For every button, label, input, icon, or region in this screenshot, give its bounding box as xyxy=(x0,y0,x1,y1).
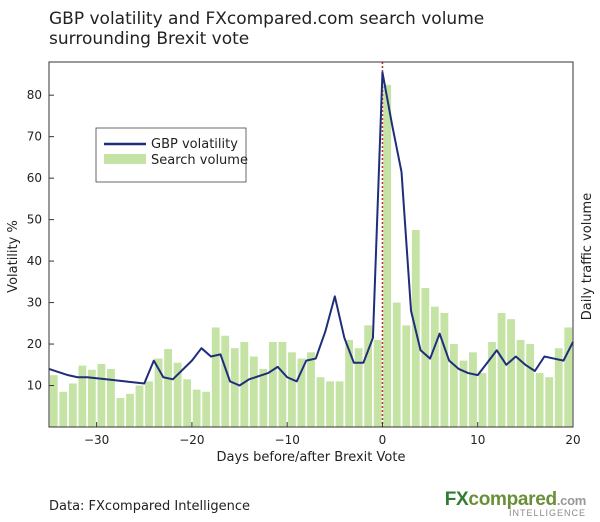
x-tick-label: 20 xyxy=(565,433,580,447)
search-volume-bar xyxy=(107,368,115,427)
y-tick-label: 70 xyxy=(27,130,42,144)
search-volume-bar xyxy=(345,339,354,427)
search-volume-bar xyxy=(59,391,68,427)
x-tick-label: −30 xyxy=(84,433,109,447)
search-volume-bar xyxy=(164,349,172,427)
search-volume-bar xyxy=(545,377,554,427)
search-volume-bar xyxy=(326,381,334,428)
search-volume-bar xyxy=(392,302,401,427)
search-volume-bar xyxy=(126,393,134,427)
search-volume-bar xyxy=(307,352,315,427)
search-volume-bar xyxy=(478,373,487,427)
search-volume-bar xyxy=(211,327,220,427)
search-volume-bar xyxy=(488,341,496,427)
right-axis-label: Daily traffic volume xyxy=(580,193,595,320)
search-volume-bar xyxy=(354,348,363,427)
search-volume-bar xyxy=(402,325,411,427)
search-volume-bar xyxy=(554,348,563,427)
search-volume-bar xyxy=(230,348,239,427)
search-volume-bar xyxy=(535,373,544,427)
plot-frame xyxy=(48,61,574,428)
search-volume-bar xyxy=(49,375,58,427)
search-volume-bar xyxy=(564,327,573,427)
y-axis-label: Volatility % xyxy=(6,220,21,293)
search-volume-bar xyxy=(87,369,96,427)
legend-bar-swatch xyxy=(104,154,146,164)
x-tick-label: 0 xyxy=(379,433,387,447)
search-volume-bar xyxy=(288,352,296,427)
data-source: Data: FXcompared Intelligence xyxy=(49,499,250,514)
y-tick-label: 10 xyxy=(27,379,42,393)
y-axis-ticks: 10 20 30 40 50 60 70 80 xyxy=(27,88,54,393)
search-volume-bar xyxy=(335,381,344,428)
y-tick-label: 60 xyxy=(27,171,42,185)
y-tick-label: 80 xyxy=(27,88,42,102)
search-volume-bar xyxy=(268,341,277,427)
search-volume-bar xyxy=(116,397,125,427)
search-volume-bar xyxy=(297,358,306,427)
search-volume-bar xyxy=(278,341,287,427)
y-tick-label: 30 xyxy=(27,296,42,310)
y-tick-label: 20 xyxy=(27,337,42,351)
y-tick-label: 50 xyxy=(27,213,42,227)
search-volume-bar xyxy=(221,335,230,427)
search-volume-bar xyxy=(497,312,506,427)
gbp-volatility-line-group xyxy=(48,71,574,387)
logo-intelligence: INTELLIGENCE xyxy=(508,508,586,518)
search-volume-bar xyxy=(240,341,249,427)
search-volume-bar xyxy=(145,381,153,428)
search-volume-bar xyxy=(526,344,535,427)
search-volume-bar xyxy=(373,339,382,427)
search-volume-bar xyxy=(469,352,477,427)
search-volume-bar xyxy=(450,344,458,427)
legend-label-gbp-volatility: GBP volatility xyxy=(151,137,238,152)
search-volume-bar xyxy=(516,339,525,427)
search-volume-bar xyxy=(97,363,106,427)
logo-compared: compared xyxy=(468,489,557,510)
legend: GBP volatility Search volume xyxy=(95,127,248,183)
search-volume-bar xyxy=(440,312,449,427)
fxcompared-logo: FXcompared.com INTELLIGENCE xyxy=(444,489,587,518)
search-volume-bar xyxy=(202,391,211,427)
search-volume-bar xyxy=(507,319,515,427)
search-volume-bar xyxy=(316,377,325,427)
search-volume-bar xyxy=(154,358,163,427)
x-axis-label: Days before/after Brexit Vote xyxy=(217,450,406,465)
x-tick-label: −20 xyxy=(179,433,204,447)
search-volume-bar xyxy=(259,368,268,427)
search-volume-bar xyxy=(430,306,439,427)
search-volume-bar xyxy=(249,356,258,427)
search-volume-bar xyxy=(78,365,87,427)
y-tick-label: 40 xyxy=(27,254,42,268)
search-volume-bars xyxy=(49,84,573,428)
chart-title: GBP volatility and FXcompared.com search… xyxy=(49,9,485,49)
search-volume-bar xyxy=(192,389,201,427)
search-volume-bar xyxy=(135,385,144,427)
search-volume-bar xyxy=(173,362,182,427)
legend-label-search-volume: Search volume xyxy=(151,153,248,168)
search-volume-bar xyxy=(459,360,468,427)
search-volume-bar xyxy=(383,84,392,427)
search-volume-bar xyxy=(421,288,430,427)
gbp-volatility-line xyxy=(48,71,574,387)
x-tick-label: 10 xyxy=(470,433,485,447)
search-volume-bar xyxy=(364,325,373,427)
search-volume-bar xyxy=(183,379,192,427)
search-volume-bar xyxy=(68,383,77,427)
logo-fx: FX xyxy=(444,489,469,510)
x-axis-ticks: −30 −20 −10 0 10 20 xyxy=(84,422,581,447)
logo-dotcom: .com xyxy=(556,493,586,508)
x-tick-label: −10 xyxy=(275,433,300,447)
